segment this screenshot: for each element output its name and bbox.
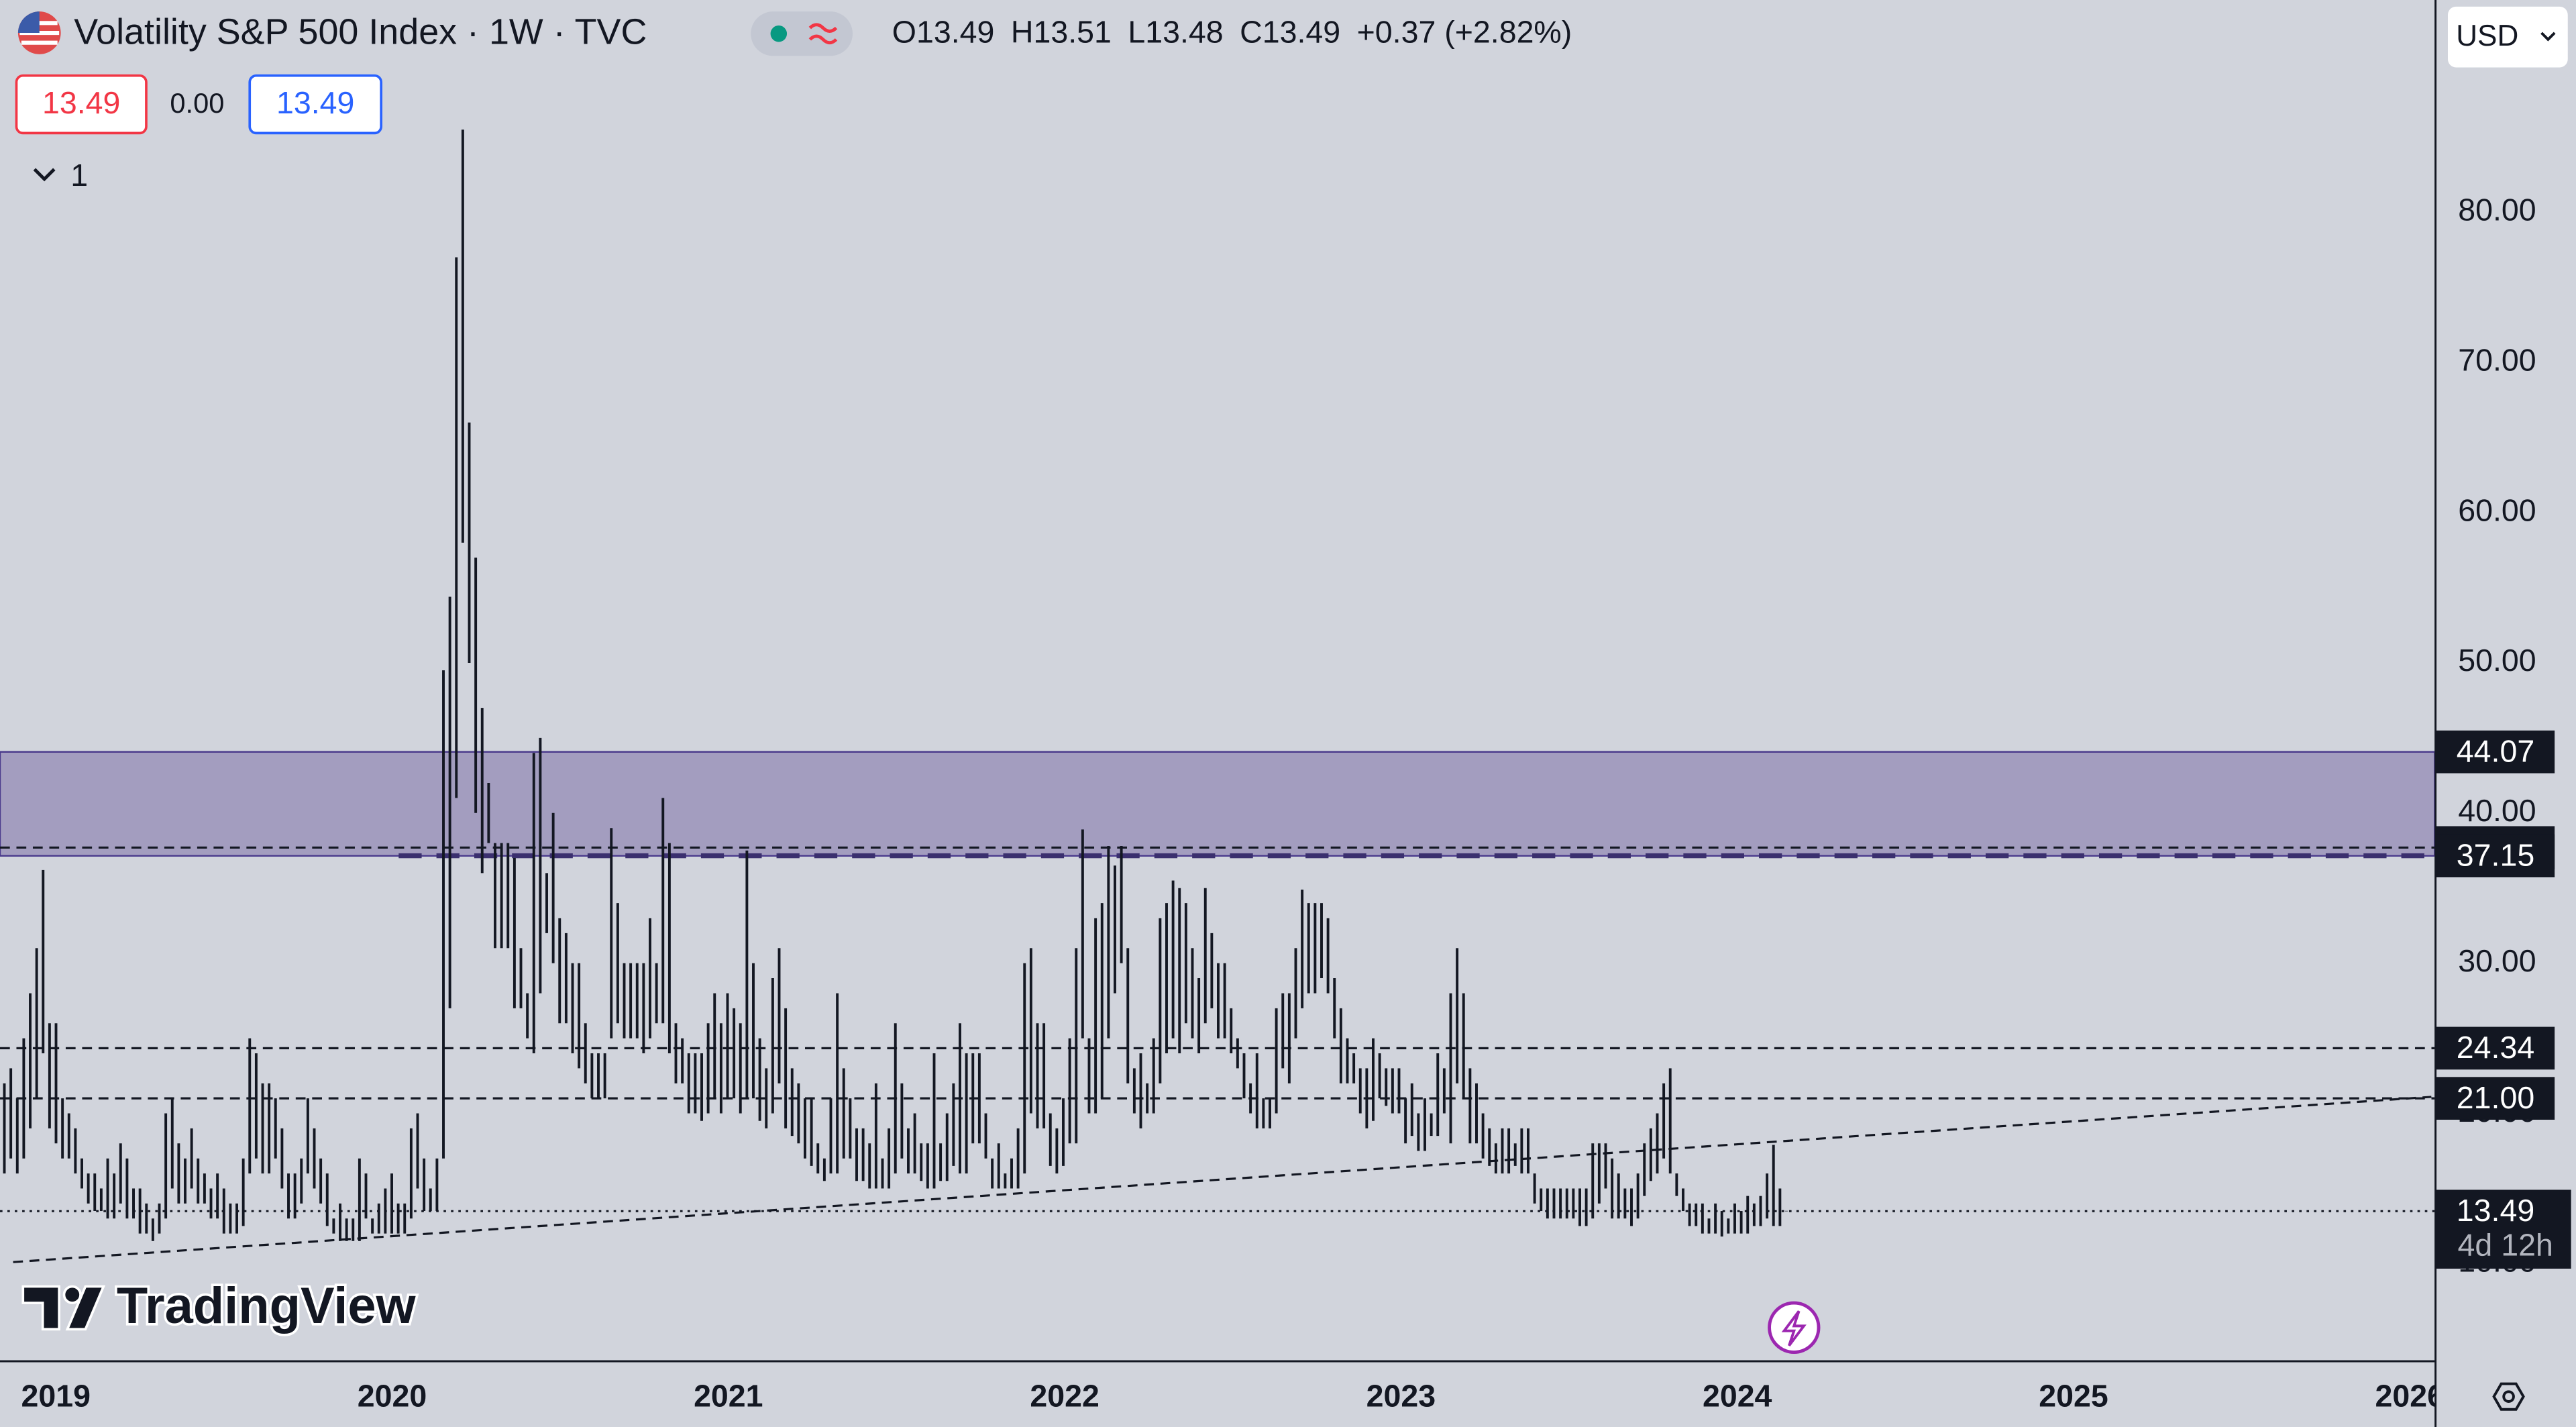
price-tag — [2436, 834, 2555, 878]
price-tag — [2436, 730, 2555, 774]
y-tick-label: 40.00 — [2458, 793, 2536, 828]
spread: 0.00 — [170, 87, 224, 119]
trendline — [13, 1096, 2432, 1263]
sell-price[interactable]: 13.49 — [42, 85, 120, 120]
ohlc-label: L — [1128, 15, 1145, 50]
ohlc-legend: O13.49 H13.51 L13.48 C13.49 +0.37 (+2.82%) — [892, 15, 1572, 50]
currency[interactable]: USD — [2456, 19, 2518, 52]
x-tick-label: 2022 — [1030, 1378, 1099, 1413]
ohlc-label: H — [1011, 15, 1034, 50]
buy-button[interactable]: 13.49 — [248, 74, 382, 135]
price-tag-label: 24.34 — [2457, 1030, 2534, 1065]
x-tick-label: 2021 — [694, 1378, 763, 1413]
countdown: 4d 12h — [2458, 1227, 2553, 1262]
ohlc-value: 13.51 — [1033, 15, 1111, 50]
lightning-icon[interactable] — [1768, 1301, 1821, 1354]
price-tag — [2436, 1026, 2555, 1070]
flag-icon — [17, 11, 61, 54]
ohlc-value: 13.49 — [916, 15, 994, 50]
ohlc-value: 13.48 — [1145, 15, 1223, 50]
ohlc-value: 13.49 — [1263, 15, 1340, 50]
y-tick-label: 50.00 — [2458, 643, 2536, 678]
ohlc-label: C — [1240, 15, 1263, 50]
buy-price[interactable]: 13.49 — [276, 85, 354, 120]
indicators-toggle[interactable]: 1 — [33, 158, 88, 193]
y-tick-label: 80.00 — [2458, 193, 2536, 227]
watermark: TradingView — [21, 1275, 419, 1337]
status-pill[interactable] — [751, 11, 853, 56]
y-tick-label: 70.00 — [2458, 343, 2536, 378]
y-tick-label: 30.00 — [2458, 943, 2536, 978]
price-tag-label: 37.15 — [2457, 837, 2534, 872]
last-price-label: 13.49 — [2457, 1193, 2534, 1228]
ohlc-label: O — [892, 15, 916, 50]
symbol-title: Volatility S&P 500 Index · 1W · TVC — [74, 12, 647, 52]
change: +0.37 (+2.82%) — [1357, 15, 1572, 50]
price-tag-label: 44.07 — [2457, 733, 2534, 768]
sell-button[interactable]: 13.49 — [15, 74, 148, 135]
plot-area — [0, 129, 2435, 1263]
indicators-count[interactable]: 1 — [70, 158, 88, 193]
x-tick-label: 2019 — [21, 1378, 90, 1413]
price-tag-label: 21.00 — [2457, 1080, 2534, 1115]
currency-select[interactable]: USD — [2447, 6, 2568, 68]
y-tick-label: 60.00 — [2458, 492, 2536, 527]
watermark-text: TradingView — [117, 1277, 417, 1334]
zone — [0, 751, 2435, 857]
x-tick-label: 2024 — [1703, 1378, 1772, 1413]
settings-icon[interactable] — [2492, 1382, 2525, 1411]
x-tick-label: 2025 — [2039, 1378, 2108, 1413]
price-axis-bg — [2436, 0, 2576, 1427]
x-tick-label: 2023 — [1366, 1378, 1436, 1413]
time-axis: 2019 2020 2021 2022 2023 2024 2025 2026 — [21, 1378, 2445, 1413]
price-tag — [2436, 1077, 2555, 1120]
x-tick-label: 2026 — [2375, 1378, 2445, 1413]
x-tick-label: 2020 — [358, 1378, 427, 1413]
last-price-tag — [2436, 1190, 2571, 1269]
